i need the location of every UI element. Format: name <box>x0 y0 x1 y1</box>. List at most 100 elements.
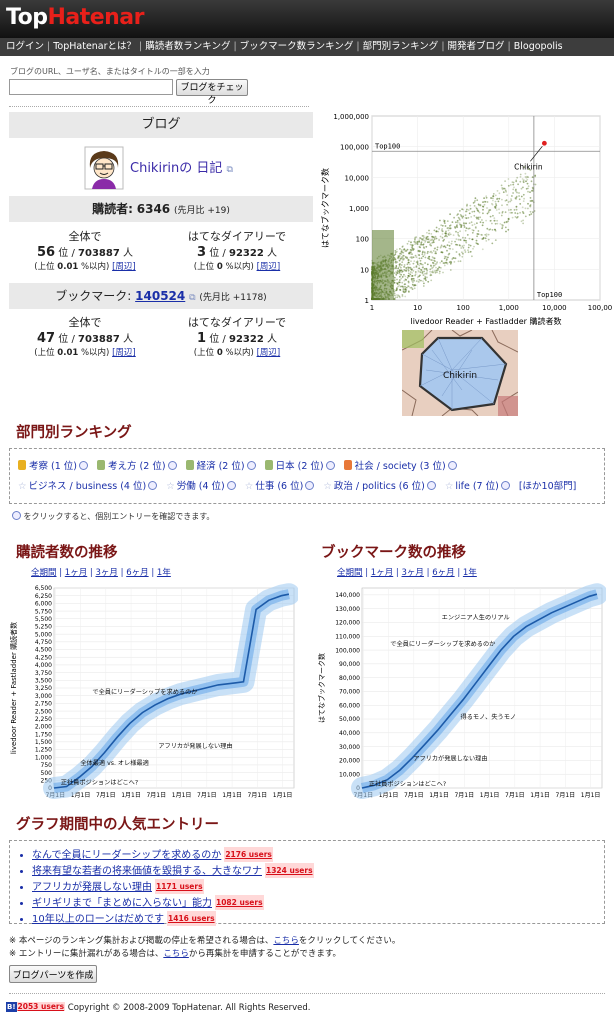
chevron-down-icon[interactable] <box>426 481 436 490</box>
x-tick-label: 100,00 <box>588 304 613 312</box>
chevron-down-icon[interactable] <box>79 461 88 470</box>
period-link[interactable]: 6ヶ月 <box>126 568 149 578</box>
dept-item[interactable]: ☆ 政治 / politics (6 位) <box>323 481 436 492</box>
period-link[interactable]: 全期間 <box>337 568 363 578</box>
users-badge[interactable]: 1082 users <box>215 895 264 910</box>
top-nav: ログイン | TopHatenarとは？ | 購読者数ランキング | ブックマーク数ランキン… <box>0 38 614 56</box>
x-tick-label: 7月1日 <box>556 792 576 799</box>
nav-link[interactable]: 開発者ブログ <box>447 41 505 52</box>
y-tick-label: 3,000 <box>35 693 52 700</box>
y-tick-label: 4,500 <box>35 647 52 654</box>
users-badge[interactable]: 2053 users <box>16 1002 66 1011</box>
rank-number: 1 <box>197 331 207 346</box>
y-tick-label: 1,250 <box>35 747 52 754</box>
period-link[interactable]: 1ヶ月 <box>64 568 88 578</box>
bookmarks-link[interactable]: 140524 <box>135 289 186 303</box>
chevron-down-icon[interactable] <box>305 481 315 490</box>
y-tick-label: 4,250 <box>35 654 52 661</box>
nav-link[interactable]: TopHatenarとは？ <box>53 41 137 52</box>
blogopolis-map[interactable]: Chikirin <box>402 330 518 416</box>
y-tick-label: 120,000 <box>335 620 360 627</box>
x-tick-label: 7月1日 <box>248 792 268 799</box>
users-badge[interactable]: 1324 users <box>265 863 314 878</box>
highlighted-point[interactable] <box>541 140 547 146</box>
optout-link[interactable]: こちら <box>273 936 299 946</box>
nearby-link[interactable]: [周辺] <box>256 262 281 272</box>
y-tick-label: 10 <box>360 266 369 274</box>
rank-scope: はてなダイアリーで <box>187 316 287 329</box>
map-label: Chikirin <box>443 371 477 381</box>
entry-link[interactable]: なんで全員にリーダーシップを求めるのか <box>32 850 222 861</box>
blog-name-link[interactable]: Chikirinの 日記 ⧉ <box>130 161 233 176</box>
dept-item[interactable]: ☆ life (7 位) <box>445 481 510 492</box>
period-link[interactable]: 全期間 <box>31 568 57 578</box>
dept-item[interactable]: ☆ 仕事 (6 位) <box>245 481 315 492</box>
users-badge[interactable]: 1171 users <box>155 879 204 894</box>
x-tick-label: 1月1日 <box>222 792 242 799</box>
chevron-down-icon[interactable] <box>167 461 177 470</box>
site-logo[interactable]: TopHatenar <box>6 5 145 30</box>
dept-item[interactable]: 考察 (1 位) <box>18 460 88 472</box>
chevron-down-icon[interactable] <box>325 461 335 470</box>
nav-separator: | <box>441 41 445 52</box>
dept-item[interactable]: ☆ 労働 (4 位) <box>166 481 236 492</box>
dept-item[interactable]: 日本 (2 位) <box>264 460 335 472</box>
period-link[interactable]: 1ヶ月 <box>370 568 394 578</box>
period-link[interactable]: 1年 <box>462 568 477 578</box>
x-tick-label: 10 <box>413 304 422 312</box>
y-tick-label: 20,000 <box>339 758 360 765</box>
external-link-icon[interactable]: ⧉ <box>189 293 196 303</box>
jar-icon <box>18 460 26 470</box>
rank-block: はてなダイアリーで 1 位 / 92322 人 (上位 0 %以内) [周辺] <box>162 314 312 358</box>
chevron-down-icon[interactable] <box>246 461 256 470</box>
recount-link[interactable]: こちら <box>163 949 189 959</box>
rank-scope: 全体で <box>68 316 102 329</box>
users-badge[interactable]: 2176 users <box>224 847 273 862</box>
series-line <box>361 593 598 789</box>
nav-link[interactable]: Blogopolis <box>513 41 563 52</box>
nearby-link[interactable]: [周辺] <box>112 348 136 358</box>
more-depts-link[interactable]: [ほか10部門] <box>518 481 577 492</box>
search-input[interactable] <box>9 79 173 95</box>
nearby-link[interactable]: [周辺] <box>112 262 136 272</box>
entry-link[interactable]: アフリカが発展しない理由 <box>32 882 152 893</box>
chevron-down-icon[interactable] <box>226 481 236 490</box>
nav-separator: | <box>356 41 360 52</box>
y-tick-label: 4,000 <box>35 662 52 669</box>
users-badge[interactable]: 1416 users <box>167 911 216 926</box>
external-link-icon[interactable]: ⧉ <box>226 165 233 175</box>
period-link[interactable]: 3ヶ月 <box>95 568 118 578</box>
hatena-bookmark-icon[interactable]: B! <box>6 1002 17 1012</box>
dept-item[interactable]: ☆ ビジネス / business (4 位) <box>18 481 158 492</box>
y-tick-label: 110,000 <box>335 633 360 640</box>
entry-link[interactable]: 将来有望な若者の将来価値を毀損する、大きなワナ <box>32 866 262 877</box>
nearby-link[interactable]: [周辺] <box>256 348 281 358</box>
y-tick-label: 1,500 <box>35 739 52 746</box>
check-blog-button[interactable]: ブログをチェック <box>176 79 248 105</box>
divider <box>9 106 309 107</box>
period-link[interactable]: 1年 <box>156 568 171 578</box>
scatter-plot[interactable]: 1,000,000 100,000 10,000 1,000 100 10 11 10 100 1… <box>316 110 614 330</box>
chart-annotation: で全員にリーダーシップを求めるのか <box>92 688 197 696</box>
entry-link[interactable]: 10年以上のローンはだめです <box>32 914 165 925</box>
create-blog-parts-button[interactable]: ブログパーツを作成 <box>9 965 97 983</box>
y-tick-label: 1,750 <box>35 731 52 738</box>
x-tick-label: 1月1日 <box>480 792 500 799</box>
nav-link[interactable]: ブックマーク数ランキング <box>239 41 354 52</box>
series-line <box>53 593 290 789</box>
rank-number: 56 <box>37 245 56 260</box>
nav-link[interactable]: 部門別ランキング <box>362 41 439 52</box>
dept-item[interactable]: 考え方 (2 位) <box>97 460 177 472</box>
chevron-down-icon[interactable] <box>447 461 457 470</box>
chevron-down-icon[interactable] <box>148 481 158 490</box>
entry-link[interactable]: ギリギリまで「まとめに入らない」能力 <box>32 898 212 909</box>
dept-item[interactable]: 社会 / society (3 位) <box>343 460 457 472</box>
period-link[interactable]: 3ヶ月 <box>401 568 424 578</box>
period-link[interactable]: 6ヶ月 <box>432 568 455 578</box>
nav-link[interactable]: ログイン <box>6 41 45 52</box>
chevron-down-icon[interactable] <box>500 481 510 490</box>
top100-label: Top100 <box>375 142 400 150</box>
nav-link[interactable]: 購読者数ランキング <box>145 41 231 52</box>
dept-item[interactable]: 経済 (2 位) <box>185 460 256 472</box>
